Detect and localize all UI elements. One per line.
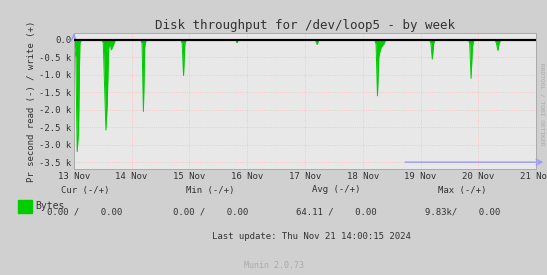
Text: 64.11 /    0.00: 64.11 / 0.00 — [296, 208, 377, 216]
Text: Avg (-/+): Avg (-/+) — [312, 186, 360, 194]
Text: Munin 2.0.73: Munin 2.0.73 — [243, 261, 304, 270]
Y-axis label: Pr second read (-) / write (+): Pr second read (-) / write (+) — [27, 20, 36, 182]
Text: Last update: Thu Nov 21 14:00:15 2024: Last update: Thu Nov 21 14:00:15 2024 — [212, 232, 411, 241]
Text: Max (-/+): Max (-/+) — [438, 186, 486, 194]
Title: Disk throughput for /dev/loop5 - by week: Disk throughput for /dev/loop5 - by week — [155, 19, 455, 32]
Text: 0.00 /    0.00: 0.00 / 0.00 — [47, 208, 123, 216]
Text: 9.83k/    0.00: 9.83k/ 0.00 — [424, 208, 500, 216]
Text: RRDTOOL / TOBI OETIKER: RRDTOOL / TOBI OETIKER — [539, 63, 544, 146]
Text: Bytes: Bytes — [36, 201, 65, 211]
Text: Min (-/+): Min (-/+) — [187, 186, 235, 194]
Text: 0.00 /    0.00: 0.00 / 0.00 — [173, 208, 248, 216]
Text: Cur (-/+): Cur (-/+) — [61, 186, 109, 194]
